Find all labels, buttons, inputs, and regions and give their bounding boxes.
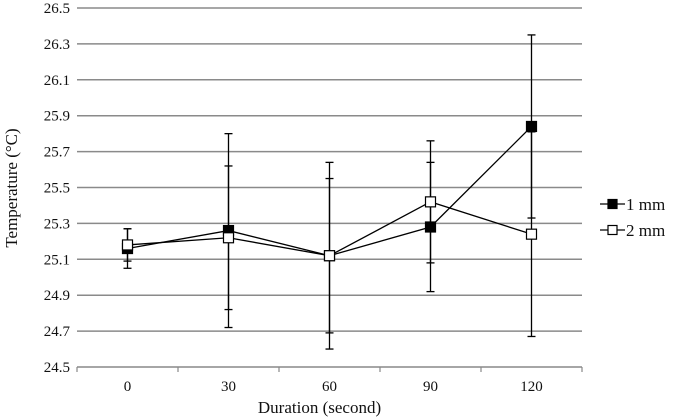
data-point-2 bbox=[121, 239, 134, 251]
legend-label: 1 mm bbox=[626, 195, 665, 214]
y-tick-label: 26.1 bbox=[44, 73, 70, 89]
y-tick-label: 24.7 bbox=[44, 324, 71, 340]
y-tick-label: 25.9 bbox=[44, 109, 70, 125]
data-point-2 bbox=[222, 232, 235, 244]
y-tick-label: 24.9 bbox=[44, 288, 70, 304]
y-tick-label: 25.1 bbox=[44, 252, 70, 268]
x-tick-label: 0 bbox=[124, 379, 132, 395]
y-tick-label: 26.5 bbox=[44, 1, 70, 17]
data-point-1 bbox=[424, 221, 437, 233]
y-tick-label: 26.3 bbox=[44, 37, 70, 53]
y-axis-title: Temperature (°C) bbox=[2, 128, 21, 247]
y-tick-label: 25.3 bbox=[44, 216, 70, 232]
y-tick-label: 25.5 bbox=[44, 181, 70, 197]
legend-label: 2 mm bbox=[626, 221, 665, 240]
x-tick-label: 120 bbox=[520, 379, 543, 395]
data-point-2 bbox=[424, 196, 437, 208]
x-tick-label: 30 bbox=[221, 379, 236, 395]
data-point-2 bbox=[525, 228, 538, 240]
data-point-1 bbox=[525, 120, 538, 133]
legend-marker bbox=[607, 198, 618, 210]
legend-marker bbox=[607, 224, 618, 236]
x-axis-title: Duration (second) bbox=[258, 398, 381, 417]
y-tick-label: 25.7 bbox=[44, 145, 71, 161]
data-point-2 bbox=[323, 250, 336, 262]
x-tick-label: 90 bbox=[423, 379, 438, 395]
y-tick-label: 24.5 bbox=[44, 360, 70, 376]
x-tick-label: 60 bbox=[322, 379, 337, 395]
